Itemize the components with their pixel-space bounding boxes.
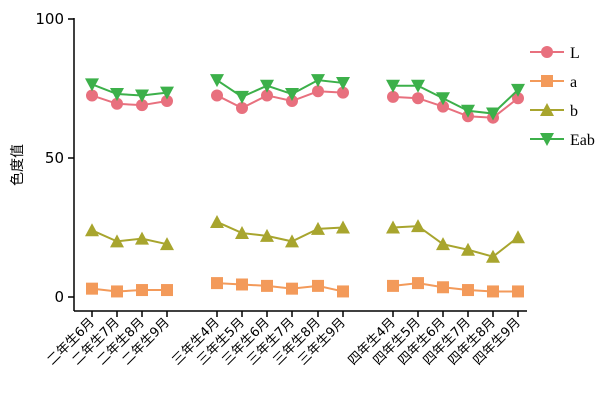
data-point-a xyxy=(412,277,424,290)
data-point-b xyxy=(461,242,475,256)
series-line-b xyxy=(216,221,344,243)
data-point-b xyxy=(110,234,124,248)
series-layer xyxy=(85,74,525,298)
data-point-a xyxy=(337,285,349,298)
data-point-eab xyxy=(235,90,249,104)
data-point-b xyxy=(85,223,99,237)
data-point-l xyxy=(111,97,123,110)
y-tick-label: 100 xyxy=(35,10,64,28)
data-point-l xyxy=(136,99,148,112)
legend-marker xyxy=(540,103,554,116)
data-point-a xyxy=(387,279,399,292)
legend-marker xyxy=(541,75,553,87)
data-point-a xyxy=(236,278,248,291)
series-line-eab xyxy=(91,83,168,97)
data-point-a xyxy=(111,285,123,298)
data-point-l xyxy=(211,89,223,102)
series-line-b xyxy=(392,225,519,258)
data-point-b xyxy=(235,226,249,240)
data-point-l xyxy=(512,92,524,105)
data-point-l xyxy=(437,100,449,113)
legend: Lab Eab xyxy=(530,45,595,149)
series-line-l xyxy=(91,94,168,107)
series-line-a xyxy=(392,282,518,293)
series-line-eab xyxy=(216,79,344,98)
data-point-l xyxy=(312,85,324,98)
data-point-b xyxy=(311,221,325,235)
data-point-eab xyxy=(461,104,475,118)
series-line-a xyxy=(91,287,167,293)
legend-item-eab: Eab xyxy=(530,132,595,149)
data-point-b xyxy=(160,237,174,251)
data-point-l xyxy=(236,101,248,114)
data-point-eab xyxy=(386,79,400,93)
series-l xyxy=(86,85,524,124)
data-point-b xyxy=(411,219,425,233)
data-point-a xyxy=(437,281,449,294)
data-point-a xyxy=(161,284,173,297)
data-point-l xyxy=(412,92,424,105)
data-point-l xyxy=(86,89,98,102)
legend-marker xyxy=(540,133,554,146)
data-point-b xyxy=(436,237,450,251)
series-a xyxy=(86,277,524,298)
y-tick-label: 0 xyxy=(54,288,64,306)
legend-label: L xyxy=(570,45,580,62)
data-point-l xyxy=(161,95,173,108)
legend-item-l: L xyxy=(530,45,580,62)
data-point-a xyxy=(261,279,273,292)
data-point-eab xyxy=(160,86,174,100)
series-eab xyxy=(85,74,525,121)
legend-item-b: b xyxy=(530,103,578,120)
data-point-a xyxy=(462,284,474,297)
data-point-eab xyxy=(210,74,224,88)
data-point-l xyxy=(337,86,349,99)
data-point-l xyxy=(387,90,399,103)
data-point-b xyxy=(260,228,274,242)
data-point-b xyxy=(336,220,350,234)
series-line-eab xyxy=(393,84,519,115)
data-point-b xyxy=(135,231,149,245)
data-point-eab xyxy=(436,92,450,106)
legend-marker xyxy=(541,46,553,58)
data-point-b xyxy=(486,249,500,263)
data-point-eab xyxy=(511,83,525,97)
legend-item-a: a xyxy=(530,74,577,91)
data-point-eab xyxy=(486,107,500,121)
data-point-eab xyxy=(311,74,325,88)
data-point-eab xyxy=(85,78,99,92)
y-tick-label: 50 xyxy=(45,149,64,167)
data-point-b xyxy=(511,230,525,244)
data-point-a xyxy=(86,282,98,295)
data-point-a xyxy=(286,282,298,295)
series-line-a xyxy=(216,282,344,293)
data-point-eab xyxy=(285,88,299,102)
axes: 050100二年生6月二年生7月二年生8月二年生9月三年生4月三年生5月三年生6… xyxy=(35,10,527,368)
data-point-eab xyxy=(336,76,350,90)
data-point-eab xyxy=(135,89,149,103)
data-point-a xyxy=(312,279,324,292)
legend-label: a xyxy=(570,74,577,91)
data-point-eab xyxy=(110,88,124,102)
data-point-a xyxy=(136,284,148,297)
y-axis-label: 色度值 xyxy=(9,144,26,186)
data-point-b xyxy=(210,214,224,228)
data-point-a xyxy=(211,277,223,290)
data-point-l xyxy=(261,89,273,102)
data-point-a xyxy=(487,285,499,298)
data-point-b xyxy=(386,220,400,234)
legend-label: Eab xyxy=(570,132,595,149)
series-line-b xyxy=(91,229,168,246)
data-point-a xyxy=(512,285,524,298)
series-b xyxy=(85,214,525,263)
legend-label: b xyxy=(570,103,578,120)
data-point-eab xyxy=(260,79,274,93)
data-point-eab xyxy=(411,79,425,93)
data-point-b xyxy=(285,234,299,248)
